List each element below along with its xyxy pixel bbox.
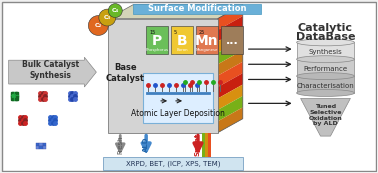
FancyArrow shape (9, 57, 96, 87)
Bar (205, 133, 208, 157)
Polygon shape (218, 85, 243, 110)
Bar (202, 133, 205, 157)
Text: XRPD, BET, (ICP, XPS, TEM): XRPD, BET, (ICP, XPS, TEM) (126, 161, 220, 167)
Bar (39, 146, 43, 149)
Bar (208, 133, 211, 157)
Polygon shape (218, 62, 243, 87)
Text: DataBase: DataBase (296, 32, 355, 42)
Ellipse shape (297, 89, 355, 96)
Text: Surface Modification: Surface Modification (148, 4, 246, 13)
Bar (297, 59, 355, 76)
Text: C₄: C₄ (112, 8, 119, 13)
Polygon shape (218, 16, 243, 41)
Bar (108, 19, 218, 133)
Polygon shape (218, 39, 243, 64)
Polygon shape (108, 5, 243, 19)
Text: Base
Catalyst: Base Catalyst (106, 63, 145, 83)
Ellipse shape (297, 73, 355, 80)
Polygon shape (218, 50, 243, 76)
Text: Fresh: Fresh (117, 135, 123, 154)
Text: Characterisation: Characterisation (297, 83, 354, 89)
Bar (133, 4, 261, 14)
Text: Manganese: Manganese (196, 48, 218, 52)
Bar (43, 146, 46, 149)
Ellipse shape (297, 56, 355, 63)
Bar (43, 143, 46, 145)
Bar (36, 143, 39, 145)
Polygon shape (218, 5, 243, 30)
Polygon shape (218, 73, 243, 98)
Bar (171, 26, 193, 54)
Text: B: B (177, 34, 187, 48)
Polygon shape (218, 28, 243, 53)
Circle shape (88, 16, 108, 35)
Bar (297, 76, 355, 93)
Bar (146, 26, 168, 54)
Bar (221, 26, 243, 54)
Text: Phosphorus: Phosphorus (146, 48, 169, 52)
Text: Tuned
Selective
Oxidation
by ALD: Tuned Selective Oxidation by ALD (308, 104, 342, 126)
Text: C₂: C₂ (95, 23, 102, 28)
Text: Synthesis: Synthesis (308, 49, 342, 55)
Text: ALD: ALD (143, 137, 149, 152)
Text: C₃: C₃ (104, 15, 111, 20)
Text: ...: ... (225, 36, 238, 46)
Text: P: P (152, 34, 162, 48)
Bar (39, 143, 43, 145)
Text: Catalytic: Catalytic (298, 24, 353, 33)
Text: 25: 25 (199, 30, 205, 35)
Bar (196, 26, 218, 54)
Ellipse shape (297, 39, 355, 46)
Bar (297, 42, 355, 59)
Text: Mn: Mn (195, 34, 219, 48)
Text: Performance: Performance (304, 66, 347, 72)
Text: 5: 5 (174, 30, 177, 35)
Bar (103, 157, 243, 170)
Polygon shape (218, 96, 243, 121)
Circle shape (108, 4, 122, 17)
Polygon shape (301, 98, 350, 136)
Bar (143, 73, 213, 123)
Text: Atomic Layer Deposition: Atomic Layer Deposition (131, 109, 225, 118)
Text: 15: 15 (149, 30, 155, 35)
Polygon shape (218, 107, 243, 133)
Bar (36, 146, 39, 149)
Text: Spent: Spent (195, 133, 201, 156)
Circle shape (99, 9, 116, 26)
Text: Boron: Boron (176, 48, 188, 52)
Text: Bulk Catalyst
Synthesis: Bulk Catalyst Synthesis (22, 60, 79, 80)
